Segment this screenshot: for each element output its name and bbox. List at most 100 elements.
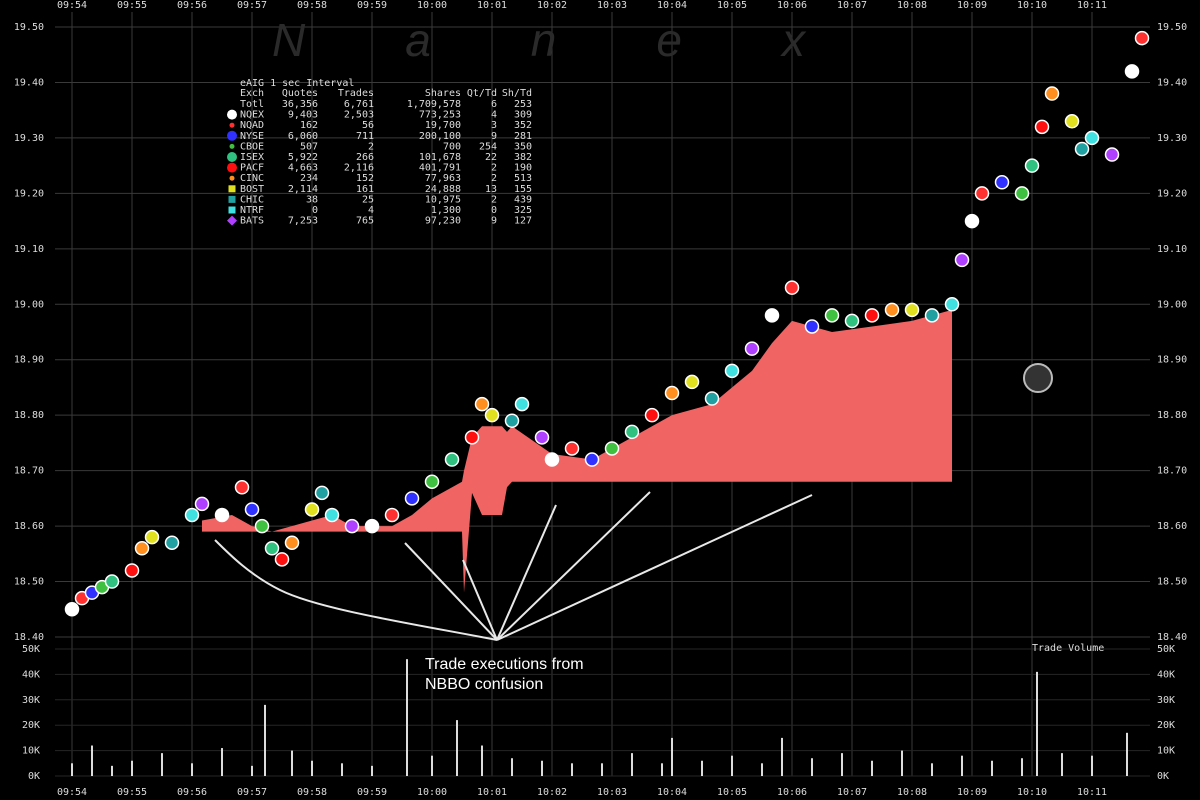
trade-point: [134, 541, 150, 556]
y-tick-label: 20K: [1157, 720, 1175, 731]
volume-bar: [264, 704, 266, 776]
trade-point: [144, 529, 160, 545]
legend-marker: [227, 109, 237, 120]
y-tick-label: 19.00: [14, 299, 44, 310]
x-tick-label: 10:07: [837, 787, 867, 798]
trade-point: [994, 175, 1010, 190]
legend-cell: 266: [356, 152, 374, 163]
trade-point: [264, 541, 280, 556]
y-tick-label: 18.60: [14, 521, 44, 532]
legend-cell: 56: [362, 120, 374, 131]
legend-cell: 36,356: [282, 99, 318, 110]
volume-bar: [1091, 755, 1093, 776]
legend-marker: [227, 162, 237, 173]
trade-point: [254, 518, 270, 534]
legend-cell: 6,060: [288, 131, 318, 142]
legend-cell: 2: [491, 194, 497, 205]
legend-marker: [229, 175, 235, 181]
legend-cell: ISEX: [240, 152, 264, 163]
y-tick-label: 18.50: [14, 577, 44, 588]
pointer-line: [496, 491, 651, 641]
grid: 09:54 09:54 09:55 09:55 09:56 09:56 09:57 09:57…: [14, 0, 1187, 798]
trade-point: [474, 396, 490, 412]
x-tick-label: 09:55: [117, 787, 147, 798]
legend-cell: 350: [514, 141, 532, 152]
volume-bar: [111, 765, 113, 776]
legend-cell: 9: [491, 131, 497, 142]
legend-cell: 7,253: [288, 216, 318, 227]
y-tick-label: 10K: [22, 746, 40, 757]
trade-point: [744, 341, 760, 356]
trade-layer: [64, 30, 1150, 617]
legend-cell: 513: [514, 173, 532, 184]
legend-cell: 38: [306, 194, 318, 205]
y-tick-label: 18.90: [14, 355, 44, 366]
trade-point: [304, 502, 320, 517]
trade-point: [1134, 30, 1150, 46]
y-tick-label: 18.70: [1157, 466, 1187, 477]
y-tick-label: 50K: [22, 644, 40, 655]
x-tick-label: 09:54: [57, 787, 87, 798]
volume-label: Trade Volume: [1032, 643, 1104, 654]
legend-cell: 1,709,578: [407, 99, 461, 110]
trade-point: [344, 518, 360, 534]
legend-header: Exch: [240, 88, 264, 99]
trade-point: [844, 313, 860, 329]
y-tick-label: 19.50: [1157, 22, 1187, 33]
volume-bar: [91, 745, 93, 776]
legend-cell: 4: [491, 110, 497, 121]
y-tick-label: 0K: [1157, 771, 1169, 782]
volume-bar: [541, 760, 543, 776]
x-tick-label: 10:05: [717, 787, 747, 798]
volume-bar: [221, 748, 223, 776]
trade-point: [214, 507, 230, 523]
y-tick-label: 40K: [22, 669, 40, 680]
pointer-line: [404, 542, 498, 641]
x-tick-label: 09:55: [117, 0, 147, 11]
legend-cell: 2: [368, 141, 374, 152]
legend-cell: 9: [491, 216, 497, 227]
volume-bar: [1126, 732, 1128, 776]
trade-point: [1014, 186, 1030, 201]
trade-point: [284, 535, 300, 550]
trade-point: [974, 186, 990, 201]
y-tick-label: 18.90: [1157, 355, 1187, 366]
legend-header: Shares: [425, 88, 461, 99]
legend-cell: BATS: [240, 216, 264, 227]
legend-cell: 13: [485, 184, 497, 195]
legend-cell: CBOE: [240, 141, 264, 152]
trade-point: [884, 302, 900, 318]
x-tick-label: 09:56: [177, 787, 207, 798]
legend-cell: 19,700: [425, 120, 461, 131]
x-tick-label: 09:59: [357, 787, 387, 798]
y-tick-label: 0K: [28, 771, 40, 782]
legend-cell: 711: [356, 131, 374, 142]
x-tick-label: 09:56: [177, 0, 207, 11]
y-tick-label: 19.00: [1157, 299, 1187, 310]
trade-point: [194, 496, 210, 512]
x-tick-label: 10:01: [477, 787, 507, 798]
volume-bar: [456, 720, 458, 776]
legend-cell: 24,888: [425, 184, 461, 195]
y-tick-label: 30K: [22, 695, 40, 706]
trade-point: [604, 441, 620, 456]
x-tick-label: 10:04: [657, 0, 687, 11]
legend-cell: 439: [514, 194, 532, 205]
pointer-line: [462, 559, 498, 641]
x-tick-label: 10:04: [657, 787, 687, 798]
trade-point: [664, 385, 680, 401]
legend-cell: 6,761: [344, 99, 374, 110]
x-tick-label: 10:07: [837, 0, 867, 11]
legend-cell: NYSE: [240, 131, 264, 142]
trade-point: [164, 535, 180, 550]
x-tick-label: 10:05: [717, 0, 747, 11]
y-tick-label: 50K: [1157, 644, 1175, 655]
legend-cell: 2,503: [344, 110, 374, 121]
trade-point: [384, 507, 400, 523]
volume-bar: [661, 763, 663, 776]
trade-point: [924, 308, 940, 323]
legend-cell: 200,100: [419, 131, 461, 142]
legend-cell: 25: [362, 194, 374, 205]
volume-bar: [601, 763, 603, 776]
